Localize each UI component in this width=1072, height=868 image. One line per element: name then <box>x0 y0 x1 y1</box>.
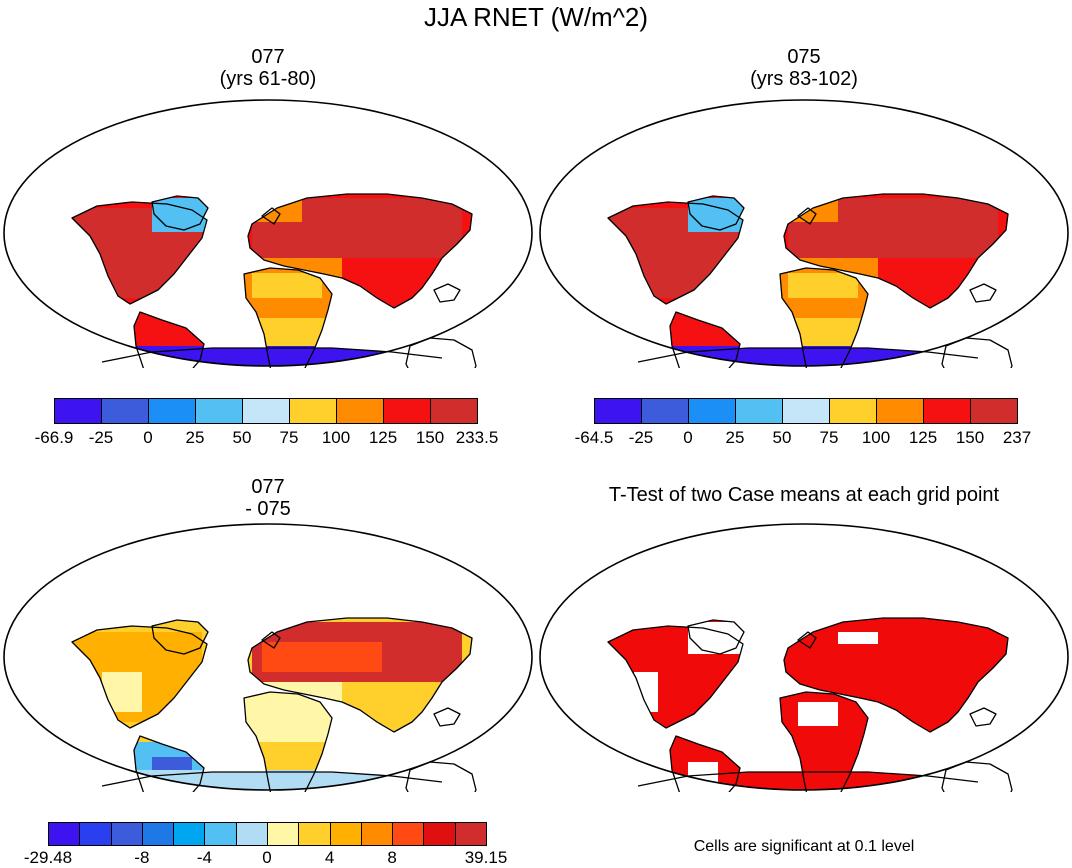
legend-swatch <box>393 822 425 846</box>
legend-swatch <box>361 822 394 846</box>
legend-label: 100 <box>861 428 891 447</box>
panel-diff-name: 077 <box>251 476 285 498</box>
legend-label: -4 <box>196 848 212 867</box>
legend-swatch <box>111 822 143 846</box>
legend-swatch <box>431 398 478 424</box>
panel-title-case1: 077 (yrs 61-80) <box>0 46 536 90</box>
legend-label: 125 <box>908 428 938 447</box>
legend-label: -8 <box>134 848 150 867</box>
legend-label: -25 <box>628 428 654 447</box>
legend-swatch <box>689 398 736 424</box>
legend-swatch <box>49 822 81 846</box>
legend-label: 0 <box>262 848 272 867</box>
legend-label: -29.48 <box>23 848 73 867</box>
map-diff <box>3 523 533 792</box>
panel-title-case2: 075 (yrs 83-102) <box>536 46 1072 90</box>
legend-swatch <box>299 822 331 846</box>
legend-case1-bar <box>54 398 478 424</box>
map-ttest <box>539 523 1069 792</box>
legend-swatch <box>877 398 924 424</box>
legend-label: 25 <box>725 428 745 447</box>
legend-diff-bar <box>48 822 487 846</box>
panel-case2-name: 075 <box>787 46 821 68</box>
legend-swatch <box>290 398 337 424</box>
legend-label: 50 <box>232 428 252 447</box>
legend-label: 4 <box>324 848 335 867</box>
legend-label: 50 <box>772 428 792 447</box>
panel-diff-subtitle: - 075 <box>245 498 291 520</box>
legend-swatch <box>205 822 237 846</box>
legend-swatch <box>330 822 362 846</box>
legend-swatch <box>971 398 1018 424</box>
legend-swatch <box>595 398 642 424</box>
legend-swatch <box>783 398 830 424</box>
figure-title: JJA RNET (W/m^2) <box>423 2 649 32</box>
legend-swatch <box>267 822 300 846</box>
legend-diff-labels: -29.48 -8 -4 0 4 8 39.15 <box>24 848 507 868</box>
legend-label: 125 <box>368 428 398 447</box>
panel-case2-years: (yrs 83-102) <box>750 68 858 90</box>
legend-label: -66.9 <box>34 428 74 447</box>
panel-case1-name: 077 <box>251 46 285 68</box>
legend-label: 0 <box>683 428 693 447</box>
legend-label: 8 <box>387 848 397 867</box>
legend-label: 237 <box>1002 428 1032 447</box>
legend-swatch <box>384 398 431 424</box>
legend-swatch <box>736 398 783 424</box>
legend-label: 75 <box>279 428 299 447</box>
legend-swatch <box>149 398 196 424</box>
legend-case2-labels: -64.5 -25 0 25 50 75 100 125 150 237 <box>575 428 1032 450</box>
legend-swatch <box>337 398 384 424</box>
legend-label: 150 <box>955 428 985 447</box>
legend-swatch <box>243 398 290 424</box>
legend-label: 233.5 <box>455 428 499 447</box>
panel-case1-years: (yrs 61-80) <box>219 68 317 90</box>
legend-swatch <box>642 398 689 424</box>
panel-title-diff: 077 - 075 <box>0 476 536 520</box>
legend-case2-bar <box>594 398 1018 424</box>
legend-case1-labels: -66.9 -25 0 25 50 75 100 125 150 233.5 <box>35 428 499 450</box>
legend-swatch <box>80 822 112 846</box>
legend-label: 0 <box>143 428 153 447</box>
legend-swatch <box>142 822 175 846</box>
legend-swatch <box>102 398 149 424</box>
legend-label: 25 <box>185 428 205 447</box>
map-case1 <box>3 99 533 368</box>
legend-swatch <box>55 398 102 424</box>
legend-label: 150 <box>415 428 445 447</box>
panel-title-ttest: T-Test of two Case means at each grid po… <box>608 484 1000 506</box>
legend-label: -64.5 <box>574 428 614 447</box>
legend-swatch <box>236 822 268 846</box>
legend-label: 39.15 <box>464 848 508 867</box>
legend-swatch <box>830 398 877 424</box>
legend-swatch <box>174 822 206 846</box>
legend-label: -25 <box>88 428 114 447</box>
significance-note: Cells are significant at 0.1 level <box>693 838 915 855</box>
legend-swatch <box>924 398 971 424</box>
legend-swatch <box>455 822 487 846</box>
legend-label: 75 <box>819 428 839 447</box>
legend-swatch <box>424 822 456 846</box>
map-case2 <box>539 99 1069 368</box>
legend-label: 100 <box>321 428 351 447</box>
legend-swatch <box>196 398 243 424</box>
